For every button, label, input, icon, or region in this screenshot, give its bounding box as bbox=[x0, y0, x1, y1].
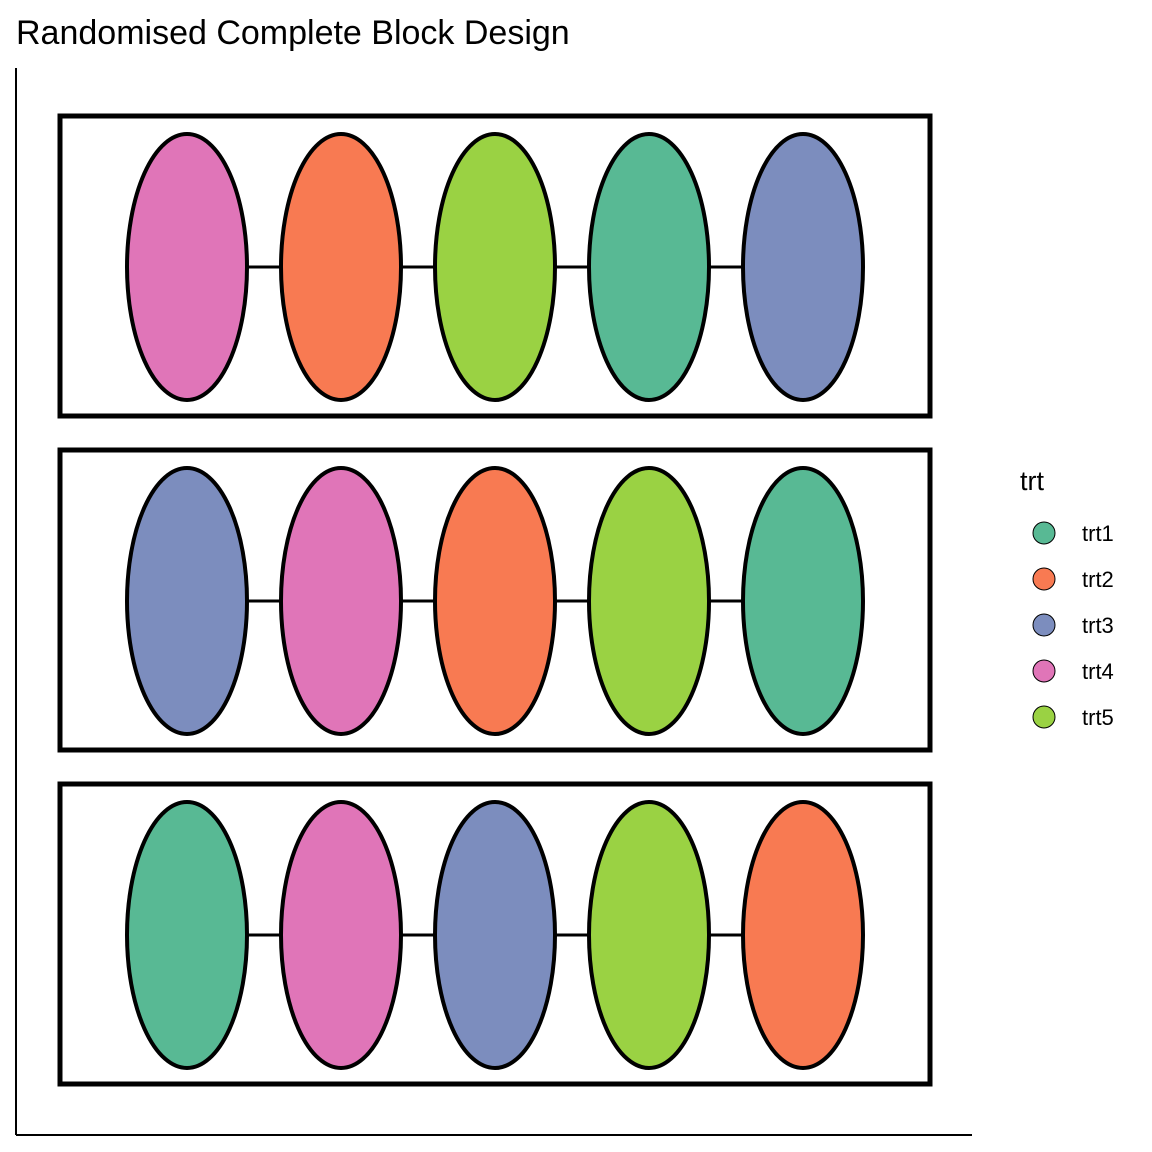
plot-trt5 bbox=[587, 800, 711, 1070]
block-2 bbox=[57, 447, 933, 753]
block-3-border bbox=[57, 781, 933, 1087]
legend-label-trt5: trt5 bbox=[1082, 705, 1114, 730]
block-2-border bbox=[57, 447, 933, 753]
legend-item-trt2: trt2 bbox=[1032, 567, 1114, 592]
plot-trt4 bbox=[125, 132, 249, 402]
legend-swatch-trt2 bbox=[1032, 567, 1056, 591]
legend-item-trt4: trt4 bbox=[1032, 659, 1114, 684]
plot-trt2 bbox=[741, 800, 865, 1070]
legend-title: trt bbox=[1020, 466, 1044, 496]
plot-trt1 bbox=[125, 800, 249, 1070]
legend-item-trt5: trt5 bbox=[1032, 705, 1114, 730]
blocks-layer bbox=[57, 113, 933, 1087]
plot-trt4 bbox=[279, 800, 403, 1070]
plot-trt2 bbox=[433, 466, 557, 736]
plot-trt3 bbox=[125, 466, 249, 736]
plot-trt5 bbox=[433, 132, 557, 402]
legend-item-trt3: trt3 bbox=[1032, 613, 1114, 638]
block-1-border bbox=[57, 113, 933, 419]
legend-label-trt4: trt4 bbox=[1082, 659, 1114, 684]
block-3 bbox=[57, 781, 933, 1087]
legend-swatch-trt3 bbox=[1032, 613, 1056, 637]
legend-label-trt3: trt3 bbox=[1082, 613, 1114, 638]
legend: trt trt1 trt2 trt3 trt4 trt5 bbox=[1020, 466, 1114, 730]
plot-trt1 bbox=[741, 466, 865, 736]
plot-trt4 bbox=[279, 466, 403, 736]
plot-trt5 bbox=[587, 466, 711, 736]
chart-title: Randomised Complete Block Design bbox=[16, 14, 570, 52]
plot-trt2 bbox=[279, 132, 403, 402]
legend-label-trt1: trt1 bbox=[1082, 521, 1114, 546]
legend-label-trt2: trt2 bbox=[1082, 567, 1114, 592]
plot-trt1 bbox=[587, 132, 711, 402]
legend-swatch-trt5 bbox=[1032, 705, 1056, 729]
legend-swatch-trt1 bbox=[1032, 521, 1056, 545]
plot-trt3 bbox=[741, 132, 865, 402]
legend-items: trt1 trt2 trt3 trt4 trt5 bbox=[1032, 521, 1114, 730]
legend-item-trt1: trt1 bbox=[1032, 521, 1114, 546]
legend-swatch-trt4 bbox=[1032, 659, 1056, 683]
plot-trt3 bbox=[433, 800, 557, 1070]
block-1 bbox=[57, 113, 933, 419]
